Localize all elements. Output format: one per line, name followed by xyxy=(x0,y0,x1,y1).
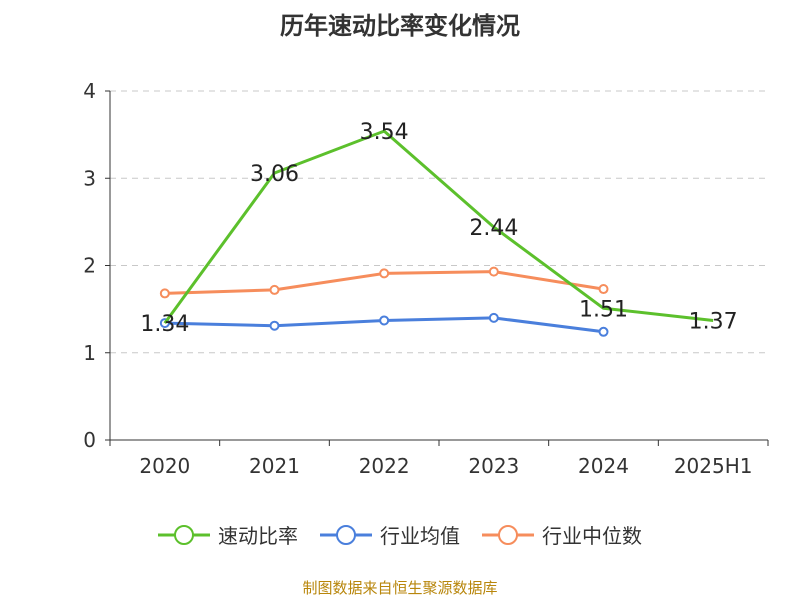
x-tick-label: 2023 xyxy=(468,454,519,478)
series-point-2 xyxy=(598,284,609,295)
y-tick-label: 2 xyxy=(83,254,96,278)
series-point-1 xyxy=(598,326,609,337)
data-label: 3.54 xyxy=(360,120,409,145)
legend-item-0[interactable]: 速动比率 xyxy=(158,520,298,549)
series-point-1 xyxy=(269,320,280,331)
y-tick-label: 1 xyxy=(83,341,96,365)
chart-title: 历年速动比率变化情况 xyxy=(280,12,520,40)
y-tick-label: 0 xyxy=(83,428,96,452)
legend-label: 速动比率 xyxy=(218,524,298,548)
series-layer xyxy=(159,129,714,337)
series-point-2 xyxy=(269,284,280,295)
legend-label: 行业均值 xyxy=(380,524,460,548)
legend-circle xyxy=(336,524,356,545)
legend-circle xyxy=(498,524,518,545)
grid-layer xyxy=(110,90,768,354)
data-label: 3.06 xyxy=(250,162,299,187)
x-tick-label: 2020 xyxy=(139,454,190,478)
series-point-2 xyxy=(488,266,499,277)
x-tick-label: 2024 xyxy=(578,454,629,478)
legend-marker-icon xyxy=(482,524,534,545)
data-label: 1.34 xyxy=(140,312,189,337)
x-tick-label: 2025H1 xyxy=(674,454,753,478)
y-tick-label: 4 xyxy=(83,79,96,103)
data-label: 1.51 xyxy=(579,297,628,322)
source-note: 制图数据来自恒生聚源数据库 xyxy=(302,579,498,597)
series-point-2 xyxy=(379,268,390,279)
legend-item-1[interactable]: 行业均值 xyxy=(320,520,460,549)
series-point-1 xyxy=(379,315,390,326)
data-label: 2.44 xyxy=(469,216,518,241)
legend-item-2[interactable]: 行业中位数 xyxy=(482,520,642,549)
y-tick-label: 3 xyxy=(83,166,96,190)
series-point-1 xyxy=(488,312,499,323)
legend-marker-icon xyxy=(320,524,372,545)
legend-marker-icon xyxy=(158,524,210,545)
series-line-0 xyxy=(163,129,714,324)
data-label-layer: 1.34 3.06 3.54 2.44 1.51 1.37 xyxy=(140,120,737,337)
data-label: 1.37 xyxy=(689,309,738,334)
x-tick-label: 2021 xyxy=(249,454,300,478)
legend-label: 行业中位数 xyxy=(542,524,642,548)
legend: 速动比率 行业均值 行业中位数 xyxy=(0,520,800,549)
legend-circle xyxy=(174,524,194,545)
series-point-2 xyxy=(159,288,170,299)
axis-layer: 0 1 2 3 4 2020 2021 2022 2023 2024 2025H1 xyxy=(83,79,769,478)
x-tick-label: 2022 xyxy=(359,454,410,478)
